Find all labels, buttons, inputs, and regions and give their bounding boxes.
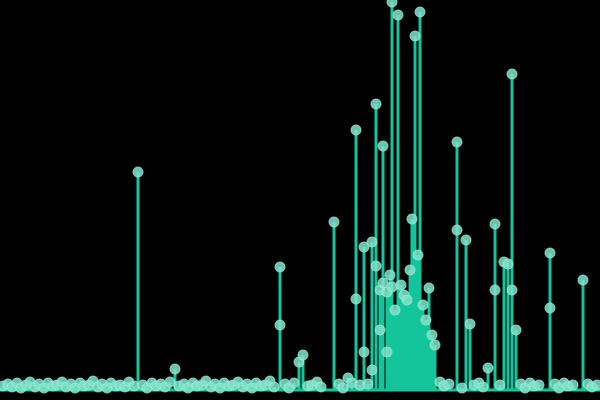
stem-marker (506, 68, 518, 80)
stem-marker (337, 382, 349, 394)
stem-marker (567, 379, 579, 391)
stem-marker (544, 302, 556, 314)
stem-marker (374, 324, 386, 336)
stem-marker (404, 264, 416, 276)
stem-marker (384, 269, 396, 281)
stem-marker (392, 9, 404, 21)
stem-marker (386, 0, 398, 8)
stem-marker (443, 378, 455, 390)
stem-marker (429, 339, 441, 351)
stem-marker (591, 379, 600, 391)
stem-marker (274, 261, 286, 273)
stem-marker (482, 362, 494, 374)
stem-marker (477, 381, 489, 393)
stem-marker (362, 378, 374, 390)
stem-marker (423, 282, 435, 294)
stem-marker (420, 314, 432, 326)
stem-marker (464, 318, 476, 330)
stem-marker (169, 363, 181, 375)
stem-marker (460, 234, 472, 246)
stem-marker (489, 218, 501, 230)
stem-marker (132, 166, 144, 178)
stem-marker (409, 30, 421, 42)
stem-marker (544, 247, 556, 259)
stem-marker (456, 382, 468, 394)
stem-marker (451, 224, 463, 236)
stem-marker (506, 284, 518, 296)
stem-marker (414, 6, 426, 18)
stem-marker (370, 98, 382, 110)
stem-marker (315, 381, 327, 393)
stem-marker (288, 377, 300, 389)
stem-marker (358, 241, 370, 253)
stem-marker (366, 364, 378, 376)
stem-marker (502, 258, 514, 270)
stem-marker (274, 319, 286, 331)
stem-marker (494, 379, 506, 391)
stem-marker (426, 329, 438, 341)
stem-marker (381, 346, 393, 358)
stem-marker (370, 260, 382, 272)
stem-marker (412, 249, 424, 261)
stem-marker (350, 293, 362, 305)
stem-marker (350, 124, 362, 136)
stem-marker (401, 294, 413, 306)
stem-marker (417, 299, 429, 311)
stem-marker (366, 236, 378, 248)
stem-marker (358, 346, 370, 358)
stem-marker (328, 216, 340, 228)
stem-marker (268, 381, 280, 393)
stem-marker (128, 380, 140, 392)
stem-marker (577, 274, 589, 286)
stem-marker (510, 324, 522, 336)
stem-marker (406, 213, 418, 225)
stem-marker (297, 349, 309, 361)
stem-marker (164, 376, 176, 388)
stem-marker (377, 277, 389, 289)
stem-marker (377, 140, 389, 152)
stem-marker (533, 379, 545, 391)
stem-marker (395, 279, 407, 291)
stem-marker (386, 281, 398, 293)
stem-marker (489, 284, 501, 296)
stem-marker (389, 304, 401, 316)
stem-marker (451, 136, 463, 148)
